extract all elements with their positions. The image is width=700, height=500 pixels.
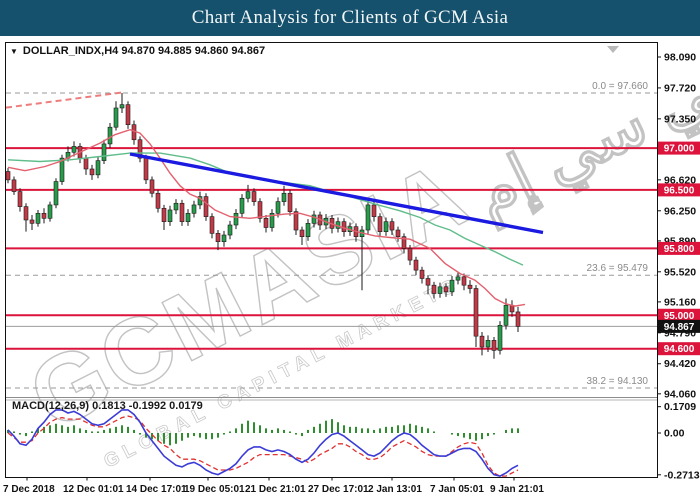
price-axis[interactable]: 98.09097.72097.35096.62096.25095.89095.5… (657, 52, 700, 401)
fib-label: 38.2 = 94.130 (587, 376, 649, 387)
price-tick-label: 98.090 (664, 52, 696, 64)
price-tick-label: 96.620 (664, 174, 696, 186)
price-tick-label: 94.420 (664, 358, 696, 370)
panel-separator (6, 397, 657, 401)
time-tick-label: 21 Dec 21:01 (245, 484, 306, 495)
time-tick-label: 12 Dec 01:01 (63, 484, 124, 495)
time-tick-label: 19 Dec 05:01 (184, 484, 245, 495)
page-title: Chart Analysis for Clients of GCM Asia (191, 7, 509, 28)
fib-label: 23.6 = 95.479 (587, 263, 649, 274)
fib-label: 0.0 = 97.660 (592, 81, 648, 92)
macd-scale-label: -0.2713 (664, 469, 700, 481)
time-tick-label: 14 Dec 17:01 (126, 484, 187, 495)
ma-fast-red (7, 128, 526, 307)
title-bar: Chart Analysis for Clients of GCM Asia (0, 0, 700, 36)
macd-scale-label: 0.1709 (664, 401, 696, 413)
time-tick-label: 9 Jan 21:01 (490, 484, 544, 495)
symbol-header: ▼ DOLLAR_INDX,H4 94.870 94.885 94.860 94… (10, 45, 265, 57)
macd-indicator-label: MACD(12,26,9) 0.1813 -0.1992 0.0179 (12, 400, 203, 412)
price-level-box: 97.000 (664, 144, 695, 155)
price-level-box: 95.000 (664, 311, 695, 322)
scroll-marker-icon (607, 46, 619, 53)
symbol-quote-label: DOLLAR_INDX,H4 94.870 94.885 94.860 94.8… (22, 45, 266, 57)
price-tick-label: 95.160 (664, 296, 696, 308)
descending-trendline-blue (129, 152, 544, 235)
time-tick-label: 2 Jan 13:01 (368, 484, 422, 495)
macd-scale[interactable]: 0.1709 0.00 -0.2713 (657, 401, 700, 481)
time-tick-label: 27 Dec 17:01 (308, 484, 369, 495)
price-tick-label: 97.350 (664, 113, 696, 125)
price-tick-label: 94.060 (664, 388, 696, 400)
horizontal-levels (6, 147, 657, 350)
symbol-dropdown-icon[interactable]: ▼ (10, 46, 18, 56)
price-tick-label: 95.520 (664, 266, 696, 278)
price-level-box: 94.867 (664, 322, 695, 333)
price-tick-label: 96.250 (664, 205, 696, 217)
watermark-arabic: جي سي إم (463, 37, 700, 233)
time-tick-label: 7 Dec 2018 (3, 484, 55, 495)
macd-main-line (7, 409, 519, 477)
price-level-box: 95.800 (664, 244, 695, 255)
price-level-box: 94.600 (664, 344, 695, 355)
ascending-trendline-red (5, 91, 123, 109)
fibonacci-levels: 0.0 = 97.660 23.6 = 95.479 38.2 = 94.130 (6, 81, 657, 389)
price-level-box: 96.500 (664, 185, 695, 196)
price-tick-label: 97.720 (664, 82, 696, 94)
macd-signal-line (7, 415, 519, 477)
macd-scale-label: 0.00 (664, 428, 685, 440)
time-tick-label: 7 Jan 05:01 (430, 484, 484, 495)
